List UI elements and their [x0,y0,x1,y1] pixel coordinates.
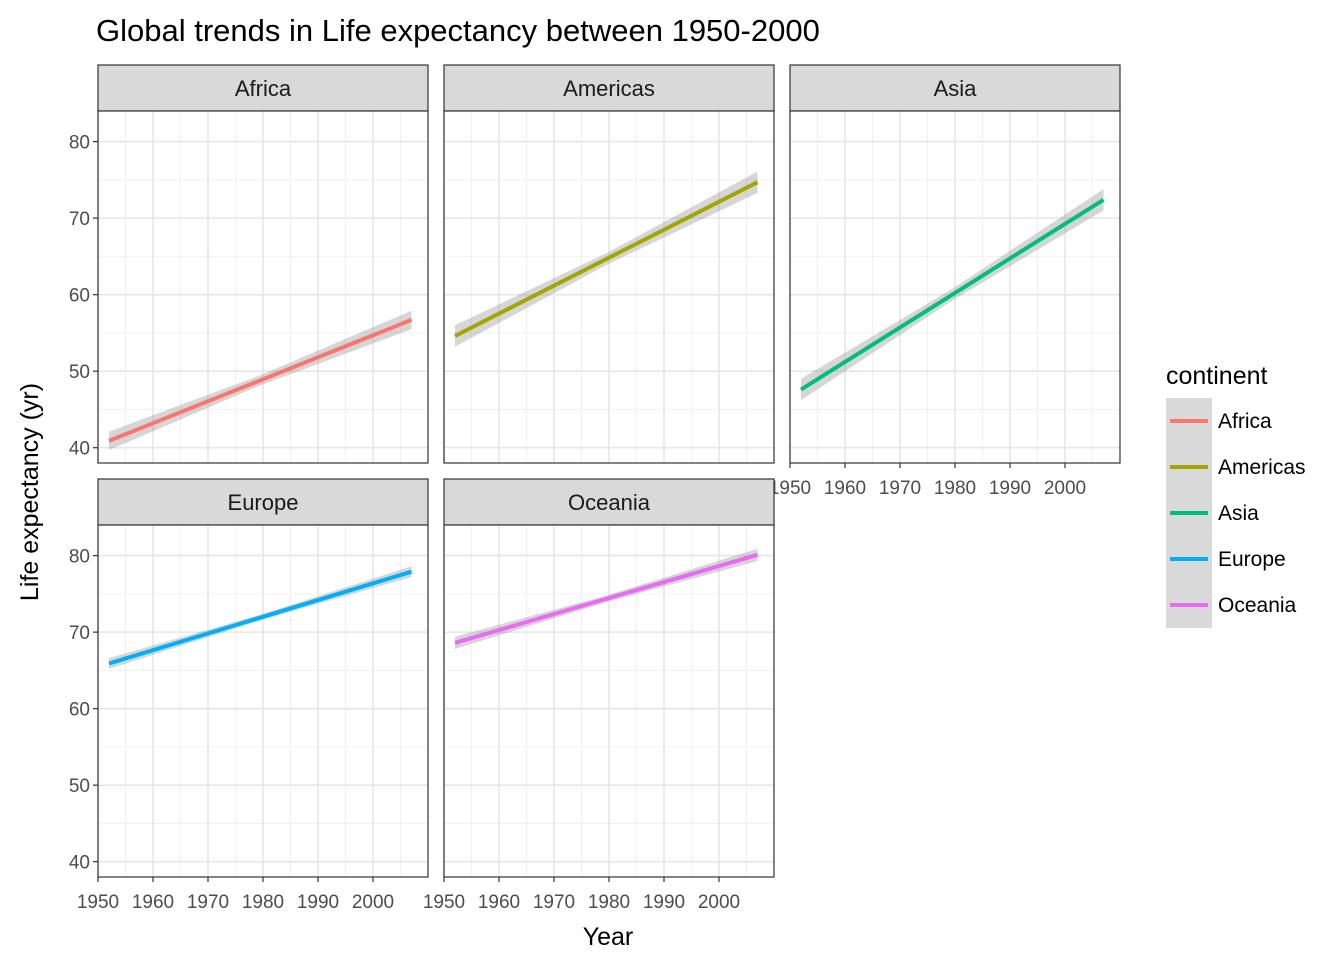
facet-asia: Asia 1950 1960 1970 1980 1990 2000 [769,64,1121,499]
x-tick-label: 2000 [1044,478,1086,499]
x-tick-label: 2000 [698,892,740,913]
x-axis-title: Year [583,923,634,951]
y-tick-label: 40 [69,853,90,874]
legend-item-africa: Africa [1166,398,1272,444]
x-tick-label: 1970 [879,478,921,499]
y-tick-label: 40 [69,439,90,460]
y-tick-label: 70 [69,623,90,644]
trend-line-asia [799,198,1105,392]
y-tick-label: 60 [69,700,90,721]
x-tick-label: 1980 [588,892,630,913]
facet-africa: Africa 40 50 60 70 80 [69,64,429,464]
y-tick-label: 50 [69,362,90,383]
facet-panels: Africa 40 50 60 70 80 Americas Asia 1950 1960 1970… [69,64,1121,913]
legend-label: Europe [1218,548,1286,571]
legend-label: Oceania [1218,594,1297,617]
trend-line-europe [108,569,413,666]
x-tick-label: 1960 [478,892,520,913]
y-tick-label: 50 [69,776,90,797]
legend-title: continent [1166,362,1268,390]
x-tick-label: 2000 [352,892,394,913]
x-tick-label: 1950 [77,892,119,913]
y-tick-label: 60 [69,286,90,307]
x-tick-label: 1980 [242,892,284,913]
trend-line-africa [108,318,413,443]
strip-label-americas: Americas [563,76,655,101]
x-tick-label: 1950 [423,892,465,913]
x-tick-label: 1970 [187,892,229,913]
x-tick-label: 1960 [132,892,174,913]
trend-line-oceania [454,552,759,645]
legend-item-americas: Americas [1166,444,1306,490]
y-axis-title: Life expectancy (yr) [16,383,44,601]
strip-africa [97,64,429,112]
strip-americas [443,64,775,112]
strip-label-africa: Africa [235,76,292,101]
legend-item-europe: Europe [1166,536,1286,582]
x-tick-label: 1960 [824,478,866,499]
x-tick-label: 1970 [533,892,575,913]
y-tick-label: 80 [69,547,90,568]
strip-label-asia: Asia [934,76,978,101]
strip-label-oceania: Oceania [568,490,651,515]
x-tick-label: 1980 [934,478,976,499]
y-tick-label: 80 [69,133,90,154]
legend-item-asia: Asia [1166,490,1259,536]
strip-label-europe: Europe [228,490,299,515]
x-tick-label: 1990 [643,892,685,913]
panel-border [97,110,429,464]
x-tick-label: 1990 [989,478,1031,499]
trend-line-americas [454,180,759,338]
legend-keys: Africa Americas Asia Europe Oceania [1166,398,1306,628]
legend: continent Africa Americas Asia Europe Oceani… [1166,362,1306,628]
x-tick-label: 1990 [297,892,339,913]
facet-europe: Europe 40 50 60 70 80 1950 1960 1970 1980 1990 2000 [69,478,429,913]
strip-asia [789,64,1121,112]
legend-item-oceania: Oceania [1166,582,1297,628]
facet-americas: Americas [443,64,775,464]
legend-label: Asia [1218,502,1259,525]
panel-border [443,110,775,464]
facet-oceania: Oceania 1950 1960 1970 1980 1990 2000 [423,478,775,913]
y-tick-label: 70 [69,209,90,230]
legend-label: Americas [1218,456,1306,479]
legend-label: Africa [1218,410,1272,433]
chart-title: Global trends in Life expectancy between… [96,13,820,48]
x-tick-label: 1950 [769,478,811,499]
